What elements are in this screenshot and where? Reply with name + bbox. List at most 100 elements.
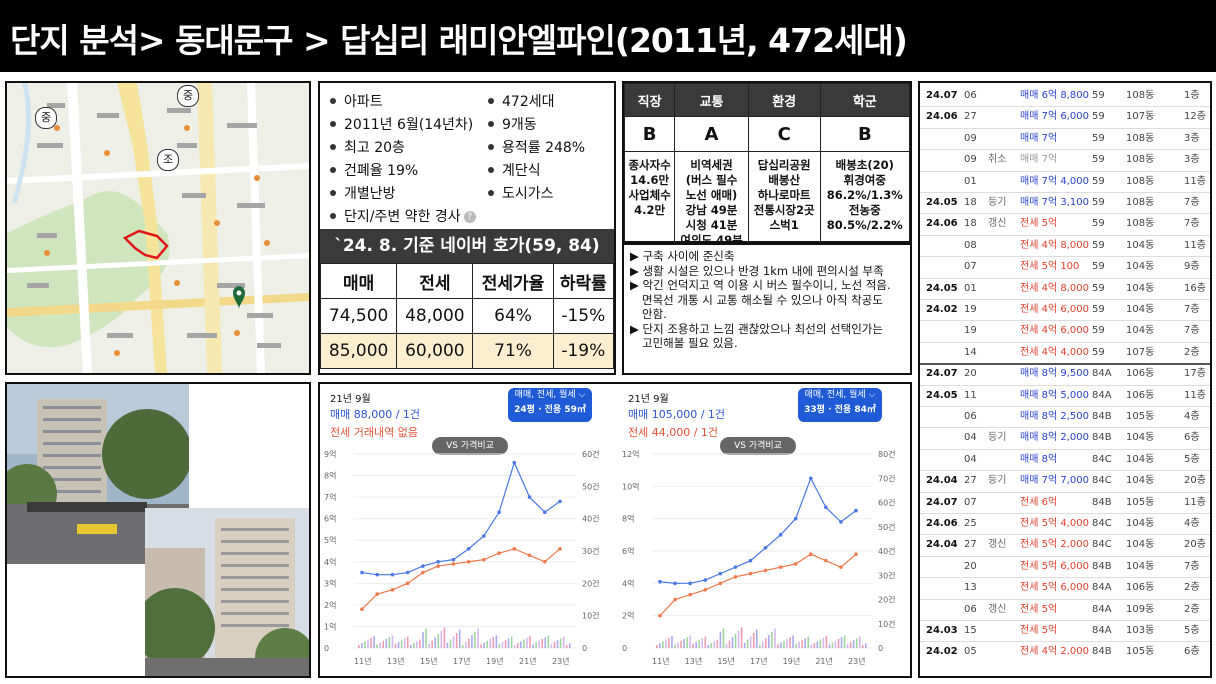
transaction-area: 84A	[1092, 603, 1112, 615]
transaction-row[interactable]: 06 갱신 전세 5억 84A 109동 2층	[920, 600, 1210, 620]
transaction-area: 84C	[1092, 539, 1112, 551]
transaction-area: 84B	[1092, 411, 1112, 422]
compare-button[interactable]: VS 가격비교	[432, 437, 508, 455]
transaction-row[interactable]: 20 전세 5억 6,000 84B 104동 7층	[920, 557, 1210, 577]
transaction-floor: 7층	[1184, 197, 1200, 208]
transaction-divider	[920, 598, 1210, 600]
transaction-row[interactable]: 24.06 18 갱신 전세 5억 59 108동 7층	[920, 214, 1210, 234]
data-point	[748, 571, 753, 576]
transaction-day: 05	[964, 646, 977, 658]
transaction-row[interactable]: 24.07 07 전세 6억 84B 105동 11층	[920, 493, 1210, 513]
volume-bar	[449, 639, 452, 648]
transaction-floor: 20층	[1184, 539, 1206, 551]
volume-bar	[777, 644, 779, 648]
transaction-price: 전세 4억 6,000	[1020, 325, 1089, 337]
transaction-floor: 11층	[1184, 175, 1206, 187]
transaction-row[interactable]: 24.06 27 매매 7억 6,000 59 107동 12층	[920, 107, 1210, 127]
transaction-row[interactable]: 24.05 18 등기 매매 7억 3,100 59 108동 7층	[920, 193, 1210, 213]
volume-bar	[680, 640, 682, 648]
transaction-row[interactable]: 04 매매 8억 84C 104동 5층	[920, 450, 1210, 470]
x-tick-label: 21년	[815, 656, 833, 666]
data-point	[421, 570, 425, 575]
detail-line: 노선 애매)	[685, 188, 738, 202]
volume-bar	[562, 636, 565, 648]
volume-bar	[722, 628, 725, 648]
volume-bar	[734, 634, 737, 648]
transaction-floor: 2층	[1184, 582, 1200, 594]
transaction-row[interactable]: 24.02 05 전세 4억 2,000 84B 105동 6층	[920, 642, 1210, 662]
transaction-row[interactable]: 19 전세 4억 6,000 59 104동 7층	[920, 321, 1210, 341]
volume-bar	[446, 642, 449, 648]
volume-bar	[831, 642, 834, 648]
volume-bar	[789, 637, 791, 648]
price-col-sale: 매매	[320, 263, 398, 299]
info-floors: 최고 20층	[344, 140, 405, 156]
data-point	[718, 581, 723, 586]
transaction-price: 매매 7억 6,000	[1020, 111, 1089, 123]
help-icon[interactable]: ?	[463, 211, 476, 223]
volume-bar	[510, 636, 513, 648]
transaction-row[interactable]: 07 전세 5억 100 59 104동 9층	[920, 257, 1210, 277]
transaction-price: 매매 8억 9,500	[1020, 368, 1089, 380]
transaction-row[interactable]: 13 전세 5억 6,000 84A 106동 2층	[920, 578, 1210, 598]
detail-line: 전통시장2곳	[753, 203, 815, 217]
transaction-row[interactable]: 09 매매 7억 59 108동 3층	[920, 129, 1210, 149]
volume-bar	[834, 640, 837, 648]
transaction-row[interactable]: 09 취소 매매 7억 59 108동 3층	[920, 150, 1210, 170]
transaction-day: 09	[964, 132, 977, 144]
transaction-row[interactable]: 24.04 27 등기 매매 7억 7,000 84C 104동 20층	[920, 471, 1210, 491]
transaction-row[interactable]: 24.07 20 매매 8억 9,500 84A 106동 17층	[920, 364, 1210, 384]
volume-bar	[746, 639, 749, 648]
transaction-row[interactable]: 14 전세 4억 4,000 59 107동 2층	[920, 343, 1210, 363]
transaction-row[interactable]: 24.04 27 갱신 전세 5억 2,000 84C 104동 20층	[920, 535, 1210, 555]
transaction-row[interactable]: 24.05 11 매매 8억 5,000 84A 106동 11층	[920, 386, 1210, 406]
transaction-row[interactable]: 08 전세 4억 8,000 59 104동 11층	[920, 236, 1210, 256]
transaction-floor: 17층	[1184, 368, 1206, 380]
compare-button[interactable]: VS 가격비교	[720, 437, 796, 455]
transaction-building: 108동	[1126, 154, 1155, 166]
transaction-floor: 3층	[1184, 132, 1200, 144]
transaction-day: 04	[964, 453, 977, 465]
grade-work: B	[624, 116, 676, 152]
transaction-price: 매매 7억	[1020, 154, 1058, 166]
transaction-area: 84C	[1092, 453, 1112, 465]
transaction-tag: 등기	[988, 432, 1007, 444]
transaction-row[interactable]: 24.06 25 전세 5억 4,000 84C 104동 4층	[920, 514, 1210, 534]
transaction-price: 전세 5억	[1020, 603, 1058, 615]
volume-bar	[801, 640, 803, 648]
chart-filter-button[interactable]: 매매, 전세, 월세 ⌵ 33평 · 전용 84㎡	[798, 388, 882, 422]
transaction-row[interactable]: 24.03 15 전세 5억 84A 103동 5층	[920, 621, 1210, 641]
transaction-building: 108동	[1126, 218, 1155, 230]
data-point	[482, 557, 486, 562]
volume-bar	[367, 639, 369, 648]
price-cell: 48,000	[396, 298, 474, 334]
volume-bar	[513, 645, 516, 648]
grade-value-row: B A C B	[624, 116, 910, 152]
transaction-row[interactable]: 06 매매 8억 2,500 84B 105동 4층	[920, 407, 1210, 427]
data-point	[375, 572, 380, 577]
transaction-row[interactable]: 24.02 19 전세 4억 6,000 59 104동 7층	[920, 300, 1210, 320]
chart-filter-label: 매매, 전세, 월세 ⌵	[804, 390, 876, 400]
transaction-divider	[920, 341, 1210, 343]
transaction-row[interactable]: 04 등기 매매 8억 2,000 84B 104동 6층	[920, 428, 1210, 448]
chart-panel-59: 21년 9월 매매 88,000 / 1건 전세 거래내역 없음 매매, 전세,…	[320, 384, 616, 676]
transaction-price: 전세 5억 2,000	[1020, 539, 1089, 551]
x-tick-label: 17년	[750, 656, 768, 666]
transaction-building: 104동	[1126, 432, 1155, 444]
transaction-row[interactable]: 01 매매 7억 4,000 59 108동 11층	[920, 172, 1210, 192]
map-panel[interactable]: 중 중 조	[5, 81, 311, 375]
grade-table: 직장 교통 환경 학군 B A C B 종사자수 14.6만 사업체수 4.2만…	[624, 83, 910, 241]
transaction-price: 전세 5억	[1020, 625, 1058, 636]
transaction-row[interactable]: 24.07 06 매매 6억 8,800 59 108동 1층	[920, 86, 1210, 106]
transaction-day: 18	[964, 197, 977, 208]
data-point	[658, 579, 662, 584]
transaction-row[interactable]: 24.05 01 전세 4억 8,000 59 104동 16층	[920, 279, 1210, 299]
volume-bar	[804, 638, 806, 648]
y-tick-label: 6억	[622, 546, 634, 556]
volume-bar	[544, 637, 547, 648]
chart-filter-button[interactable]: 매매, 전세, 월세 ⌵ 24평 · 전용 59㎡	[508, 388, 592, 422]
chart-filter-size: 24평 · 전용 59㎡	[514, 405, 586, 415]
transaction-day: 19	[964, 304, 977, 315]
transaction-day: 27	[964, 539, 977, 551]
transaction-building: 108동	[1126, 175, 1155, 187]
